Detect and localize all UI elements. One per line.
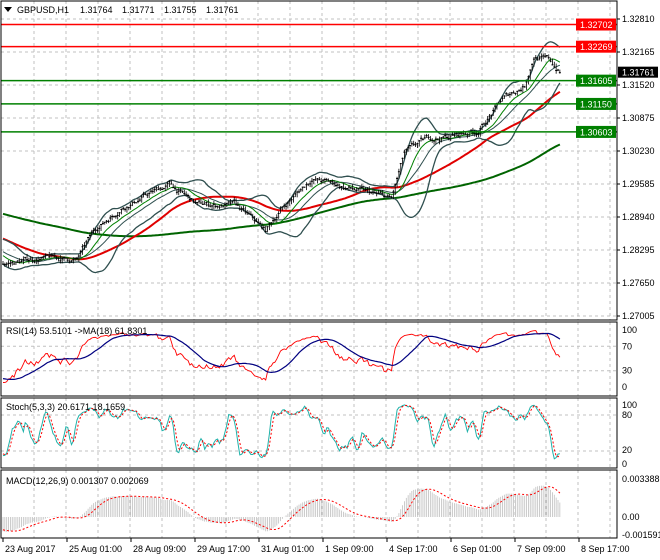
time-tick-label: 6 Sep 01:00 [453, 544, 502, 554]
price-tick-label: 1.28940 [622, 212, 655, 222]
price-tick-label: 1.30875 [622, 113, 655, 123]
macd-tick-label: 0.003388 [622, 474, 660, 484]
axes: 1.32810 1.32165 1.31520 1.30875 1.30230 1.295… [2, 14, 660, 554]
time-tick-label: 29 Aug 17:00 [197, 544, 250, 554]
stoch-tick-label: 0 [622, 459, 627, 469]
time-tick-label: 4 Sep 17:00 [389, 544, 438, 554]
price-panel[interactable] [1, 23, 617, 274]
rsi-tick-label: 100 [622, 325, 637, 335]
price-tick-label: 1.30230 [622, 146, 655, 156]
macd-label: MACD(12,26,9) 0.001307 0.002069 [6, 476, 149, 486]
ma-mid-line [2, 90, 561, 261]
panel-frame-rsi [0, 321, 618, 397]
panel-frames [0, 0, 618, 539]
price-tick-label: 1.31520 [622, 80, 655, 90]
rsi-label: RSI(14) 53.5101 ->MA(18) 61.8301 [6, 326, 147, 336]
price-tick-label: 1.27005 [622, 311, 655, 321]
price-level-tag [576, 18, 616, 31]
price-tick-label: 1.29585 [622, 179, 655, 189]
current-price-tag [618, 66, 658, 78]
panel-frame-stoch [0, 397, 618, 469]
stoch-tick-label: 80 [622, 410, 632, 420]
panel-frame-main [0, 0, 618, 321]
current-price-label: 1.31761 [622, 68, 655, 78]
rsi-tick-label: 30 [622, 366, 632, 376]
time-tick-label: 31 Aug 01:00 [261, 544, 314, 554]
rsi-tick-label: 0 [622, 382, 627, 392]
price-level-tag-label: 1.32702 [580, 20, 613, 30]
price-level-tag [576, 74, 616, 87]
close-price: 1.31761 [206, 5, 239, 15]
grid [1, 1, 617, 538]
symbol-label: GBPUSD,H1 [17, 5, 69, 15]
stoch-tick-label: 20 [622, 445, 632, 455]
price-level-tag-label: 1.32269 [580, 42, 613, 52]
macd-tick-label: -0.001591 [622, 530, 660, 540]
triangle-down-icon[interactable] [4, 7, 12, 12]
open-price: 1.31764 [80, 5, 113, 15]
price-level-tag-label: 1.30603 [580, 127, 613, 137]
stoch-signal-line [2, 404, 561, 458]
stoch-main-line [2, 404, 560, 460]
high-price: 1.31771 [122, 5, 155, 15]
bollinger-lower-line [2, 82, 561, 274]
macd-panel[interactable] [2, 485, 561, 532]
price-level-tag-label: 1.31605 [580, 76, 613, 86]
stoch-panel[interactable] [2, 404, 561, 460]
price-tick-label: 1.27650 [622, 278, 655, 288]
time-tick-label: 1 Sep 09:00 [325, 544, 374, 554]
chart-header: GBPUSD,H1 1.31764 1.31771 1.31755 1.3176… [4, 5, 239, 15]
time-tick-label: 8 Sep 17:00 [581, 544, 630, 554]
time-tick-label: 25 Aug 01:00 [69, 544, 122, 554]
low-price: 1.31755 [164, 5, 197, 15]
time-tick-label: 23 Aug 2017 [5, 544, 56, 554]
price-tick-label: 1.28295 [622, 245, 655, 255]
price-tick-label: 1.32165 [622, 47, 655, 57]
panel-frame-macd [0, 469, 618, 539]
rsi-line [2, 330, 561, 384]
macd-tick-label: 0.00 [622, 512, 640, 522]
price-level-tag [576, 97, 616, 110]
rsi-ma-line [2, 332, 561, 380]
price-level-tag-label: 1.31150 [580, 99, 612, 109]
price-tick-label: 1.32810 [622, 14, 655, 24]
price-level-tag [576, 40, 616, 53]
ma-slow-line [2, 143, 561, 238]
rsi-panel[interactable] [2, 330, 561, 384]
time-tick-label: 7 Sep 09:00 [517, 544, 566, 554]
rsi-tick-label: 70 [622, 341, 632, 351]
macd-signal-line [2, 486, 561, 532]
stoch-tick-label: 100 [622, 400, 637, 410]
time-tick-label: 28 Aug 09:00 [133, 544, 186, 554]
price-level-tag [576, 125, 616, 138]
stoch-label: Stoch(5,3,3) 20.6171 18.1659 [6, 402, 125, 412]
